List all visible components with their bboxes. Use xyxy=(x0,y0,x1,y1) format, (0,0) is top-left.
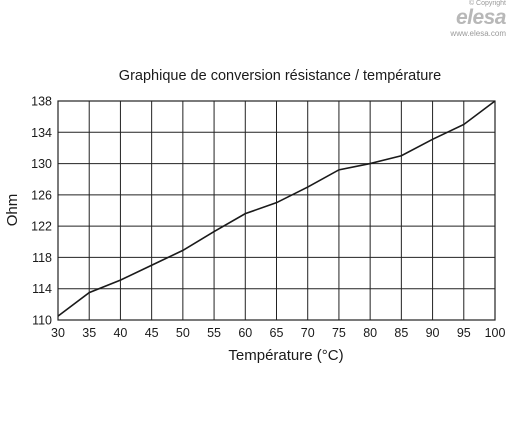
plot-frame xyxy=(57,100,496,321)
x-tick-label: 45 xyxy=(145,326,159,340)
y-tick-label: 110 xyxy=(32,314,52,328)
x-tick-label: 50 xyxy=(176,326,190,340)
elesa-url: www.elesa.com xyxy=(450,29,506,38)
x-tick-label: 35 xyxy=(82,326,96,340)
y-tick-label: 118 xyxy=(32,251,52,265)
y-tick-label: 130 xyxy=(31,157,52,171)
x-tick-label: 65 xyxy=(270,326,284,340)
grid xyxy=(57,100,496,321)
x-tick-label: 75 xyxy=(332,326,346,340)
elesa-logo: elesa xyxy=(455,6,507,29)
x-tick-label: 60 xyxy=(238,326,252,340)
x-axis-label: Température (°C) xyxy=(228,347,343,364)
x-tick-label: 85 xyxy=(394,326,408,340)
elesa-watermark: © Copyright elesa www.elesa.com xyxy=(436,0,506,38)
x-tick-label: 95 xyxy=(457,326,471,340)
x-tick-label: 100 xyxy=(485,326,506,340)
x-tick-label: 70 xyxy=(301,326,315,340)
y-tick-label: 114 xyxy=(32,282,52,296)
x-tick-label: 30 xyxy=(51,326,65,340)
chart-title: Graphique de conversion résistance / tem… xyxy=(119,68,441,84)
x-tick-label: 80 xyxy=(363,326,377,340)
y-tick-label: 126 xyxy=(31,188,52,202)
y-tick-label: 134 xyxy=(31,126,52,140)
x-tick-label: 40 xyxy=(113,326,127,340)
y-axis-label: Ohm xyxy=(4,194,21,227)
copyright-text: © Copyright xyxy=(468,0,506,7)
x-tick-labels: 30 35 40 45 50 55 60 65 70 75 80 85 90 95 100 xyxy=(51,326,505,340)
series-line xyxy=(57,100,496,317)
x-tick-label: 55 xyxy=(207,326,221,340)
y-tick-label: 138 xyxy=(31,95,52,109)
x-tick-label: 90 xyxy=(426,326,440,340)
y-tick-label: 122 xyxy=(31,220,52,234)
y-tick-labels: 110 114 118 122 126 130 134 138 xyxy=(31,95,52,328)
